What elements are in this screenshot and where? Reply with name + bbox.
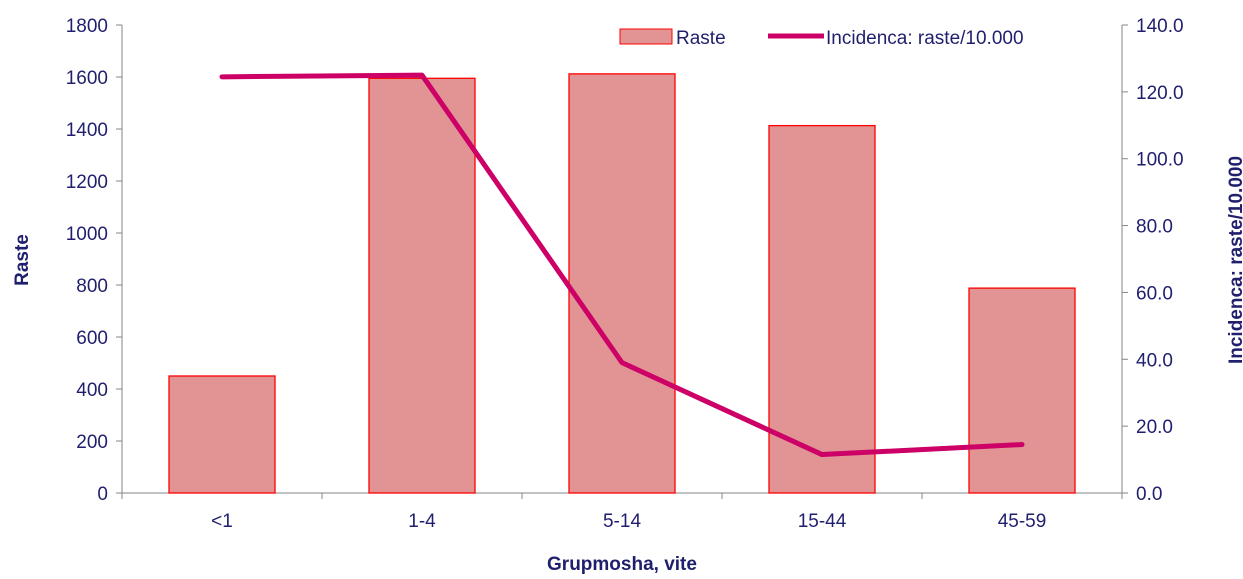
bar-1-4 [368,77,476,494]
y2-tick-label: 60.0 [1136,283,1173,304]
bar-45-59 [968,287,1076,494]
bar-<1 [168,375,276,494]
y2-tick-label: 100.0 [1136,150,1184,171]
x-axis-title: Grupmosha, vite [547,554,697,575]
x-tick-label: 5-14 [603,511,641,532]
y-tick-label: 0 [97,484,108,505]
y-axis-title: Raste [12,234,33,286]
bar-15-44 [768,124,876,494]
bar-5-14 [568,73,676,494]
legend-bar-swatch [619,28,673,45]
y-tick-label: 400 [76,380,108,401]
x-tick-label: <1 [211,511,233,532]
y-tick-label: 1800 [66,16,108,37]
x-tick-label: 45-59 [998,511,1047,532]
y2-tick-label: 120.0 [1136,83,1184,104]
tick-labels: 0 200 400 600 800 1000 1200 1400 1600 1800 0.0 20.0… [66,16,1184,532]
legend: Raste Incidenca: raste/10.000 [619,28,1024,49]
y2-tick-label: 80.0 [1136,217,1173,238]
y-tick-label: 1200 [66,172,108,193]
y-tick-label: 200 [76,432,108,453]
x-tick-label: 1-4 [408,511,436,532]
y2-axis-title: Incidenca: raste/10.000 [1226,156,1243,364]
x-tick-label: 15-44 [798,511,847,532]
y-tick-label: 800 [76,276,108,297]
y-tick-label: 600 [76,328,108,349]
y2-tick-label: 0.0 [1136,484,1162,505]
y-tick-label: 1600 [66,68,108,89]
y2-tick-label: 40.0 [1136,350,1173,371]
y-tick-label: 1400 [66,120,108,141]
bars [168,73,1076,494]
legend-line-label: Incidenca: raste/10.000 [826,28,1024,49]
y2-tick-label: 140.0 [1136,16,1184,37]
y2-tick-label: 20.0 [1136,417,1173,438]
legend-bar-label: Raste [676,28,726,49]
incidence-line-series [219,72,1025,458]
y-tick-label: 1000 [66,224,108,245]
